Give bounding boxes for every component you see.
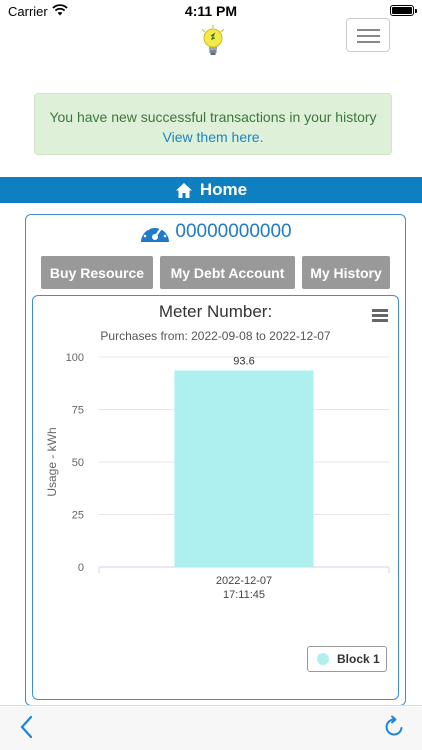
history-button[interactable]: My History — [302, 256, 390, 289]
y-axis-title: Usage - kWh — [45, 427, 59, 496]
hamburger-line — [357, 41, 380, 43]
meter-number-row: 00000000000 — [26, 219, 405, 245]
x-tick-label: 2022-12-07 — [216, 575, 272, 587]
x-tick-label: 17:11:45 — [223, 589, 265, 601]
view-history-link[interactable]: View them here. — [162, 129, 264, 145]
home-title: Home — [199, 180, 248, 199]
status-bar: Carrier 4:11 PM — [0, 0, 422, 22]
chevron-left-icon[interactable] — [18, 715, 36, 739]
menu-button[interactable] — [346, 18, 390, 52]
hamburger-line — [357, 29, 380, 31]
wifi-icon — [52, 4, 68, 16]
usage-chart: Meter Number: Purchases from: 2022-09-08… — [32, 295, 399, 700]
legend-swatch — [317, 653, 329, 665]
buy-resource-button[interactable]: Buy Resource — [41, 256, 153, 289]
debt-account-button[interactable]: My Debt Account — [160, 256, 295, 289]
y-tick-label: 75 — [72, 405, 84, 417]
y-tick-label: 0 — [78, 562, 84, 574]
alert-message: You have new successful transactions in … — [49, 109, 377, 125]
hamburger-line — [357, 35, 380, 37]
battery-icon — [390, 5, 417, 16]
y-tick-label: 25 — [72, 510, 84, 522]
bottom-toolbar — [0, 705, 422, 750]
y-tick-label: 100 — [66, 352, 84, 364]
home-icon — [175, 182, 192, 198]
chart-subtitle: Purchases from: 2022-09-08 to 2022-12-07 — [100, 329, 331, 343]
data-label: 93.6 — [233, 355, 254, 367]
carrier-label: Carrier — [8, 4, 48, 19]
legend-label: Block 1 — [337, 652, 380, 666]
meter-panel: 00000000000 Buy Resource My Debt Account… — [25, 214, 406, 706]
chart-plot: 0 25 50 75 100 Usage - kWh 93.6 2022-12-07 17:11… — [45, 352, 390, 601]
chart-title: Meter Number: — [158, 302, 273, 321]
y-tick-label: 50 — [72, 457, 84, 469]
transactions-alert: You have new successful transactions in … — [34, 93, 392, 155]
bar — [174, 370, 314, 567]
clock: 4:11 PM — [184, 3, 238, 19]
chart-legend-item[interactable]: Block 1 — [307, 646, 387, 672]
lightbulb-logo-icon — [201, 25, 225, 55]
meter-number: 00000000000 — [175, 221, 292, 242]
refresh-icon[interactable] — [382, 715, 406, 739]
home-header-bar: Home — [0, 177, 422, 203]
chart-menu-icon[interactable] — [372, 309, 388, 322]
speedometer-icon — [141, 224, 170, 242]
